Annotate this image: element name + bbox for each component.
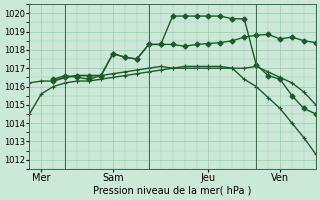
X-axis label: Pression niveau de la mer( hPa ): Pression niveau de la mer( hPa ) xyxy=(93,186,252,196)
